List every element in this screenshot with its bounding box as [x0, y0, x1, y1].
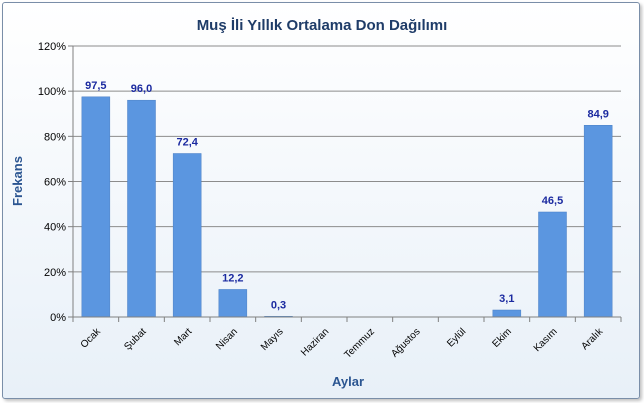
x-tick-label: Mayıs	[259, 326, 286, 353]
x-tick-label: Temmuz	[342, 326, 377, 361]
x-tick-label: Mart	[172, 326, 194, 348]
data-label: 0,3	[271, 299, 286, 311]
bar	[172, 153, 202, 318]
x-tick-label: Eylül	[445, 326, 468, 349]
data-label: 84,9	[587, 108, 608, 120]
bar	[538, 211, 567, 318]
bar	[81, 96, 111, 318]
x-tick-label: Nisan	[214, 326, 240, 352]
bar	[218, 289, 248, 318]
gridlines	[73, 45, 621, 273]
bar	[583, 125, 613, 318]
data-label: 96,0	[131, 83, 152, 95]
data-label: 72,4	[176, 136, 198, 148]
bar	[492, 309, 522, 318]
x-tick-label: Haziran	[299, 326, 331, 358]
data-label: 3,1	[499, 293, 514, 305]
y-tick-label: 20%	[44, 267, 66, 279]
bar	[127, 99, 156, 318]
axes	[72, 46, 621, 318]
y-tick-label: 120%	[38, 41, 66, 53]
y-axis-ticks: 0% 20% 40% 60% 80% 100% 120%	[38, 41, 73, 324]
y-tick-label: 0%	[50, 312, 66, 324]
y-tick-label: 100%	[38, 86, 66, 98]
x-axis-title: Aylar	[332, 374, 364, 389]
y-tick-label: 80%	[44, 131, 66, 143]
x-tick-label: Aralık	[579, 326, 606, 353]
y-tick-label: 40%	[44, 222, 66, 234]
bars	[81, 96, 613, 318]
y-tick-label: 60%	[44, 177, 66, 189]
x-tick-label: Şubat	[122, 326, 148, 352]
x-tick-label: Ocak	[79, 326, 104, 351]
data-label: 46,5	[542, 195, 563, 207]
x-tick-label: Kasım	[532, 326, 560, 354]
y-axis-title: Frekans	[10, 156, 25, 206]
x-axis-ticks: Ocak Şubat Mart Nisan Mayıs Haziran Temmuz Ağus…	[72, 317, 622, 361]
data-label: 12,2	[222, 272, 243, 284]
x-tick-label: Ekim	[490, 326, 514, 350]
x-tick-label: Ağustos	[389, 326, 422, 359]
chart-title: Muş İli Yıllık Ortalama Don Dağılımı	[197, 17, 448, 34]
data-labels: 97,5 96,0 72,4 12,2 0,3 3,1 46,5 84,9	[85, 80, 609, 312]
data-label: 97,5	[85, 80, 106, 92]
